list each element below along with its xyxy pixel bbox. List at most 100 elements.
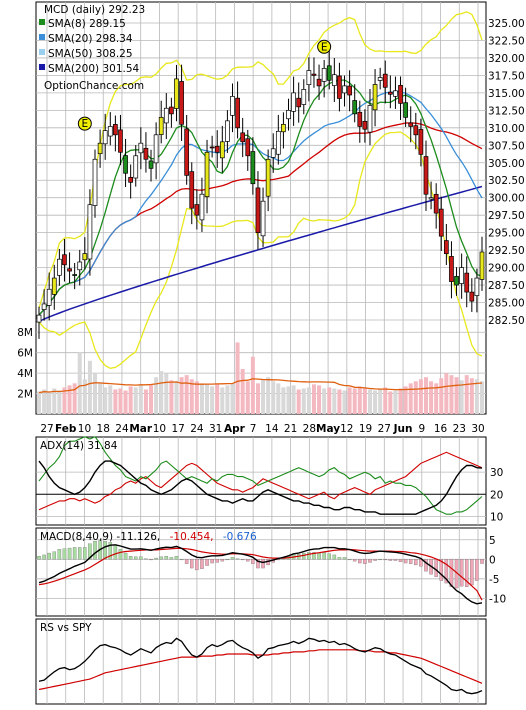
candle-body-62: [352, 100, 358, 115]
macd-hist-bar-18: [128, 556, 133, 560]
x-label-0: 27: [40, 423, 53, 435]
candle-body-11: [92, 158, 98, 206]
price-axis-ticks: 325.00 322.50 320.00 317.50 315.00 312.50 310.…: [488, 18, 525, 327]
vol-tick-3: 2M: [17, 389, 33, 401]
volume-bar-69: [388, 391, 393, 414]
price-tick-4: 315.00: [488, 88, 525, 100]
macd-hist-bar-41: [246, 559, 250, 562]
price-legend: MCD (daily) 292.23 SMA(8) 289.15 SMA(20)…: [39, 4, 145, 92]
candle-body-22: [148, 160, 154, 169]
sma8-line: [38, 79, 483, 316]
earnings-markers: EE: [77, 39, 332, 131]
macd-tick-3: -10: [489, 593, 506, 605]
volume-bar-19: [133, 387, 138, 414]
price-tick-15: 287.50: [488, 280, 525, 292]
macd-axis-ticks: 5 0 -5 -10: [489, 535, 506, 606]
volume-bar-50: [291, 385, 296, 414]
candle-body-14: [107, 126, 113, 137]
volume-bar-60: [342, 390, 347, 414]
volume-bar-23: [154, 377, 159, 414]
candle-body-36: [219, 141, 225, 159]
candle-body-86: [474, 277, 480, 296]
volume-bar-35: [215, 384, 220, 414]
macd-hist-bar-29: [184, 559, 189, 564]
volume-bar-25: [164, 373, 169, 414]
price-tick-9: 302.50: [488, 175, 525, 187]
macd-hist-bar-31: [195, 559, 199, 571]
macd-hist-bar-72: [403, 559, 408, 564]
candle-body-10: [87, 204, 93, 260]
macd-hist-bar-53: [307, 552, 311, 560]
candle-body-60: [342, 85, 347, 94]
candle-body-35: [214, 145, 220, 153]
volume-bar-2: [47, 391, 52, 414]
candle-body-76: [423, 156, 429, 195]
price-tick-1: 322.50: [488, 35, 525, 47]
candle-body-3: [51, 277, 57, 295]
macd-hist-bar-87: [480, 559, 484, 564]
x-label-21: 16: [434, 423, 448, 435]
volume-bar-58: [332, 388, 337, 414]
x-label-12: 14: [265, 423, 279, 435]
macd-hist-bar-38: [230, 557, 235, 560]
candle-body-33: [204, 151, 210, 197]
price-tick-14: 290.00: [488, 263, 525, 275]
candle-body-19: [133, 155, 139, 179]
volume-bar-53: [306, 387, 311, 414]
macd-hist-bar-21: [144, 558, 148, 560]
volume-bar-68: [383, 387, 388, 414]
volume-bar-20: [138, 385, 143, 414]
adx-title: ADX(14) 31.84: [40, 440, 118, 452]
macd-hist-bar-61: [347, 559, 352, 561]
volume-bar-29: [184, 375, 189, 414]
volume-bar-79: [439, 378, 444, 414]
candle-body-2: [46, 288, 52, 306]
macd-hist-bar-42: [251, 559, 255, 564]
legend-swatch-sma8: [39, 19, 45, 25]
macd-hist-bar-54: [312, 552, 316, 560]
volume-bar-66: [373, 390, 378, 414]
price-tick-2: 320.00: [488, 53, 525, 65]
x-label-18: 27: [378, 423, 391, 435]
candle-body-69: [387, 91, 393, 95]
volume-bar-52: [301, 388, 306, 414]
x-axis-labels: 27 Feb 10 18 24 Mar 10 17 24 31 Apr 7 14 21 28 May 12 19 2…: [40, 423, 484, 435]
volume-bar-59: [337, 389, 342, 414]
macd-hist-bar-60: [342, 557, 347, 560]
volume-bar-6: [67, 385, 72, 414]
candle-body-80: [444, 240, 449, 254]
macd-tick-1: 0: [489, 554, 496, 566]
volume-bar-73: [408, 383, 413, 414]
candle-body-50: [291, 92, 296, 112]
legend-swatch-sma200: [39, 64, 45, 70]
volume-bar-84: [464, 375, 469, 414]
adx-axis-ticks: 30 20 10: [490, 467, 503, 523]
candle-body-4: [57, 258, 62, 276]
macd-hist-bar-56: [322, 552, 326, 560]
candle-body-85: [469, 291, 475, 302]
x-label-4: 24: [115, 423, 129, 435]
volume-bar-28: [179, 377, 184, 414]
x-label-5: Mar: [129, 423, 153, 435]
price-title: MCD (daily) 292.23: [44, 4, 145, 16]
candle-body-83: [459, 267, 464, 284]
macd-hist-bar-44: [261, 559, 265, 569]
macd-hist-bar-76: [424, 559, 428, 572]
x-label-22: 23: [453, 423, 466, 435]
macd-hist-bar-22: [149, 559, 153, 561]
macd-line: [38, 544, 483, 605]
volume-bar-34: [210, 386, 215, 414]
macd-hist-bar-3: [52, 551, 57, 560]
macd-hist-bar-58: [332, 554, 337, 560]
macd-title: MACD(8,40,9) -11.126, -10.454, -0.676: [40, 531, 257, 543]
price-tick-3: 317.50: [488, 70, 525, 82]
candle-body-75: [418, 129, 424, 155]
macd-title-main: MACD(8,40,9) -11.126,: [40, 531, 160, 543]
macd-hist-bar-28: [179, 559, 184, 561]
volume-bar-33: [205, 384, 210, 414]
x-label-1: Feb: [55, 423, 77, 435]
macd-signal-label: -10.454,: [170, 531, 214, 543]
candle-body-73: [408, 122, 414, 127]
macd-hist-bar-80: [444, 559, 449, 584]
candle-body-71: [398, 85, 403, 104]
